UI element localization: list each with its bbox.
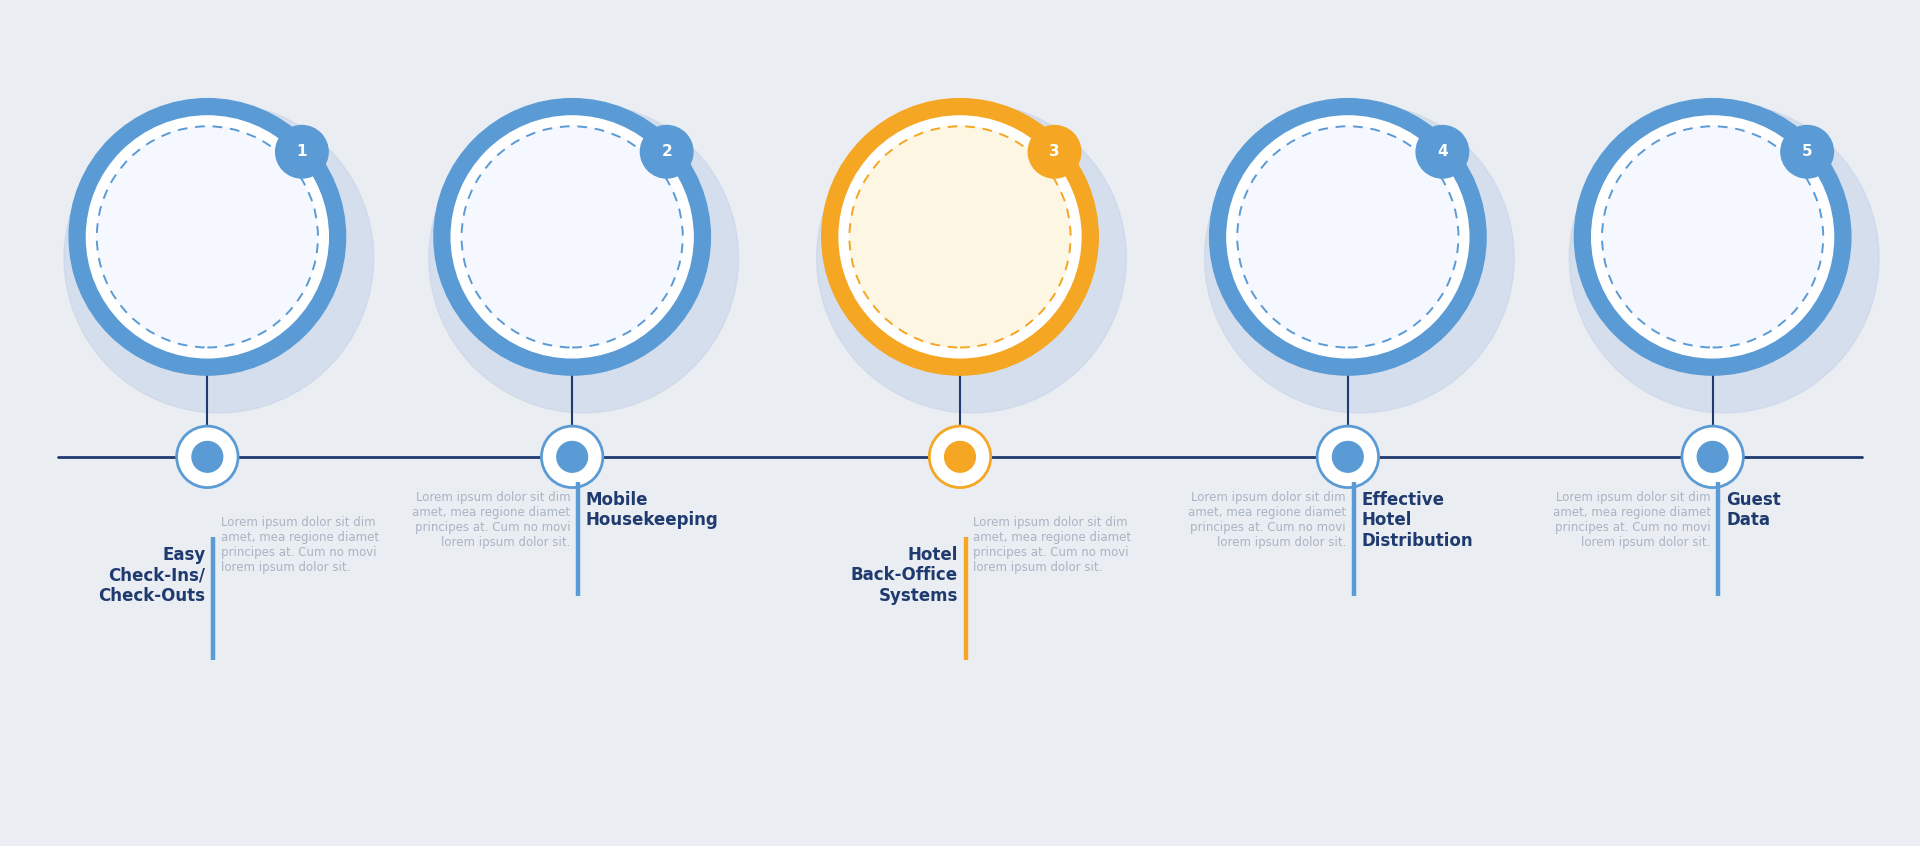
Ellipse shape: [541, 426, 603, 487]
Ellipse shape: [1029, 125, 1081, 178]
Text: 3: 3: [1048, 145, 1060, 159]
Ellipse shape: [1417, 125, 1469, 178]
Ellipse shape: [69, 99, 346, 375]
Ellipse shape: [1227, 116, 1469, 358]
Ellipse shape: [945, 442, 975, 472]
Text: Effective
Hotel
Distribution: Effective Hotel Distribution: [1361, 491, 1473, 550]
Ellipse shape: [276, 125, 328, 178]
Ellipse shape: [1569, 103, 1880, 413]
Ellipse shape: [1601, 126, 1824, 348]
Ellipse shape: [428, 103, 739, 413]
Ellipse shape: [839, 116, 1081, 358]
Ellipse shape: [929, 426, 991, 487]
Ellipse shape: [816, 103, 1127, 413]
Text: Easy
Check-Ins/
Check-Outs: Easy Check-Ins/ Check-Outs: [98, 546, 205, 605]
Ellipse shape: [192, 442, 223, 472]
Ellipse shape: [1682, 426, 1743, 487]
Ellipse shape: [1317, 426, 1379, 487]
Ellipse shape: [1204, 103, 1515, 413]
Ellipse shape: [822, 99, 1098, 375]
Ellipse shape: [1574, 99, 1851, 375]
Ellipse shape: [1210, 99, 1486, 375]
Text: 2: 2: [660, 145, 672, 159]
Ellipse shape: [1592, 116, 1834, 358]
Ellipse shape: [1697, 442, 1728, 472]
Text: 4: 4: [1436, 145, 1448, 159]
Ellipse shape: [1236, 126, 1459, 348]
Text: Lorem ipsum dolor sit dim
amet, mea regione diamet
principes at. Cum no movi
lor: Lorem ipsum dolor sit dim amet, mea regi…: [973, 516, 1131, 574]
Ellipse shape: [451, 116, 693, 358]
Ellipse shape: [96, 126, 319, 348]
Text: 5: 5: [1801, 145, 1812, 159]
Ellipse shape: [434, 99, 710, 375]
Ellipse shape: [557, 442, 588, 472]
Text: Lorem ipsum dolor sit dim
amet, mea regione diamet
principes at. Cum no movi
lor: Lorem ipsum dolor sit dim amet, mea regi…: [221, 516, 378, 574]
Ellipse shape: [177, 426, 238, 487]
Text: Guest
Data: Guest Data: [1726, 491, 1782, 530]
Ellipse shape: [86, 116, 328, 358]
Ellipse shape: [461, 126, 684, 348]
Text: Mobile
Housekeeping: Mobile Housekeeping: [586, 491, 718, 530]
Text: Hotel
Back-Office
Systems: Hotel Back-Office Systems: [851, 546, 958, 605]
Text: 1: 1: [296, 145, 307, 159]
Ellipse shape: [641, 125, 693, 178]
Ellipse shape: [1782, 125, 1834, 178]
Ellipse shape: [1332, 442, 1363, 472]
Text: Lorem ipsum dolor sit dim
amet, mea regione diamet
principes at. Cum no movi
lor: Lorem ipsum dolor sit dim amet, mea regi…: [1188, 491, 1346, 549]
Ellipse shape: [849, 126, 1071, 348]
Text: Lorem ipsum dolor sit dim
amet, mea regione diamet
principes at. Cum no movi
lor: Lorem ipsum dolor sit dim amet, mea regi…: [1553, 491, 1711, 549]
Ellipse shape: [63, 103, 374, 413]
Text: Lorem ipsum dolor sit dim
amet, mea regione diamet
principes at. Cum no movi
lor: Lorem ipsum dolor sit dim amet, mea regi…: [413, 491, 570, 549]
